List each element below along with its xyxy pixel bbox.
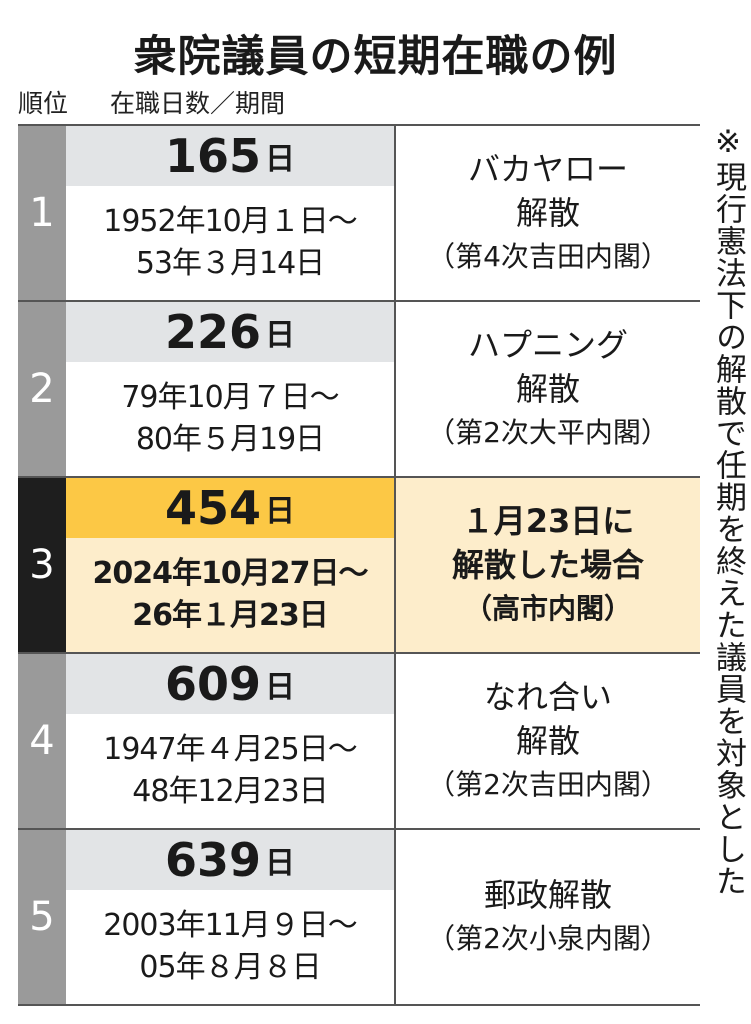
table-row: 4 609 日 1947年４月25日～ 48年12月23日 なれ合い 解散 （第2… (18, 654, 700, 830)
days-count: 609 日 (66, 654, 394, 714)
rank-cell: 4 (18, 654, 66, 828)
period-start: 79年10月７日～ (121, 380, 339, 415)
table-row: 3 454 日 2024年10月27日～ 26年１月23日 １月23日に 解散した… (18, 478, 700, 654)
days-count: 165 日 (66, 126, 394, 186)
days-value: 165 (164, 129, 262, 183)
period: 1952年10月１日～ 53年３月14日 (66, 186, 394, 300)
page-title: 衆院議員の短期在職の例 (133, 32, 618, 82)
cabinet-name: （第2次小泉内閣） (427, 922, 669, 955)
period: 2003年11月９日～ 05年８月８日 (66, 890, 394, 1004)
dissolution-cell: 郵政解散 （第2次小泉内閣） (396, 830, 700, 1004)
cabinet-name: （高市内閣） (463, 592, 632, 625)
dissolution-cell: １月23日に 解散した場合 （高市内閣） (396, 478, 700, 652)
days-period-cell: 454 日 2024年10月27日～ 26年１月23日 (66, 478, 396, 652)
period-end: 26年１月23日 (132, 598, 328, 633)
days-value: 609 (164, 657, 262, 711)
dissolution-name-2: 解散 (515, 722, 580, 760)
days-unit: 日 (265, 846, 296, 881)
period: 79年10月７日～ 80年５月19日 (66, 362, 394, 476)
dissolution-name: バカヤロー (467, 150, 628, 188)
ranking-table: 1 165 日 1952年10月１日～ 53年３月14日 バカヤロー 解散 （第4… (18, 124, 700, 1006)
column-headers: 順位 在職日数／期間 (18, 84, 319, 120)
days-value: 226 (164, 305, 262, 359)
table-row: 5 639 日 2003年11月９日～ 05年８月８日 郵政解散 （第2次小泉内閣… (18, 830, 700, 1006)
period-start: 2024年10月27日～ (92, 556, 369, 591)
days-count: 639 日 (66, 830, 394, 890)
cabinet-name: （第2次吉田内閣） (427, 768, 669, 801)
table-row: 2 226 日 79年10月７日～ 80年５月19日 ハプニング 解散 （第2次大… (18, 302, 700, 478)
days-value: 639 (164, 833, 262, 887)
days-period-cell: 609 日 1947年４月25日～ 48年12月23日 (66, 654, 396, 828)
days-count: 454 日 (66, 478, 394, 538)
header-rank: 順位 (18, 89, 69, 118)
cabinet-name: （第2次大平内閣） (427, 416, 669, 449)
dissolution-name-2: 解散 (515, 194, 580, 232)
days-unit: 日 (265, 318, 296, 353)
footnote: ※現行憲法下の解散で任期を終えた議員を対象とした (710, 124, 746, 897)
dissolution-cell: なれ合い 解散 （第2次吉田内閣） (396, 654, 700, 828)
rank-cell: 1 (18, 126, 66, 300)
dissolution-name: ハプニング (467, 326, 628, 364)
days-unit: 日 (265, 142, 296, 177)
period-end: 80年５月19日 (135, 422, 325, 457)
rank-cell: 2 (18, 302, 66, 476)
period-start: 2003年11月９日～ (103, 908, 358, 943)
header-days-period: 在職日数／期間 (109, 89, 285, 118)
rank-cell: 5 (18, 830, 66, 1004)
period-end: 48年12月23日 (132, 774, 329, 809)
days-count: 226 日 (66, 302, 394, 362)
rank-cell: 3 (18, 478, 66, 652)
cabinet-name: （第4次吉田内閣） (427, 240, 669, 273)
table-row: 1 165 日 1952年10月１日～ 53年３月14日 バカヤロー 解散 （第4… (18, 126, 700, 302)
dissolution-name-2: 解散 (515, 370, 580, 408)
period-start: 1947年４月25日～ (103, 732, 358, 767)
days-unit: 日 (265, 670, 296, 705)
days-period-cell: 226 日 79年10月７日～ 80年５月19日 (66, 302, 396, 476)
dissolution-cell: ハプニング 解散 （第2次大平内閣） (396, 302, 700, 476)
dissolution-name: なれ合い (483, 678, 612, 716)
period-end: 53年３月14日 (135, 246, 325, 281)
dissolution-cell: バカヤロー 解散 （第4次吉田内閣） (396, 126, 700, 300)
days-period-cell: 639 日 2003年11月９日～ 05年８月８日 (66, 830, 396, 1004)
dissolution-name: １月23日に (461, 502, 635, 540)
days-unit: 日 (265, 494, 296, 529)
period-end: 05年８月８日 (139, 950, 321, 985)
dissolution-name: 郵政解散 (483, 876, 612, 914)
period: 2024年10月27日～ 26年１月23日 (66, 538, 394, 652)
period-start: 1952年10月１日～ (103, 204, 358, 239)
days-value: 454 (164, 481, 262, 535)
dissolution-name-2: 解散した場合 (451, 546, 644, 584)
days-period-cell: 165 日 1952年10月１日～ 53年３月14日 (66, 126, 396, 300)
period: 1947年４月25日～ 48年12月23日 (66, 714, 394, 828)
